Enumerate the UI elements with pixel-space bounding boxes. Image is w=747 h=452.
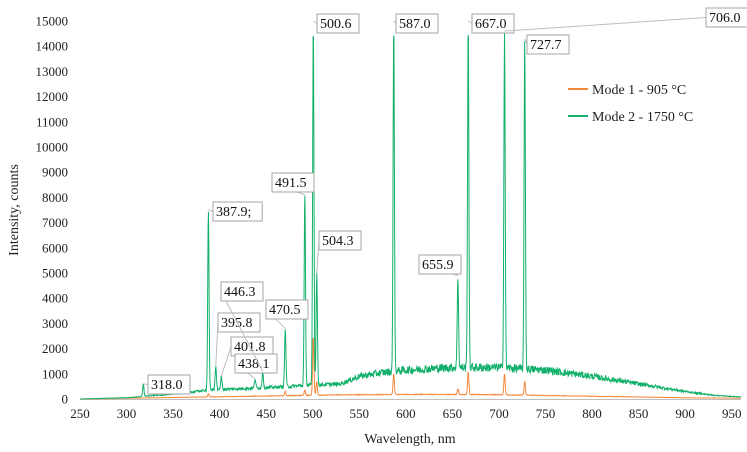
- x-tick-label: 600: [396, 406, 416, 421]
- y-tick-label: 11000: [36, 114, 68, 129]
- annotation-leader: [504, 17, 707, 32]
- annotation-label: 504.3: [322, 234, 354, 249]
- x-axis-title: Wavelength, nm: [364, 432, 456, 447]
- annotation-box: [217, 312, 261, 333]
- axes: 250 300 350 400 450 500 550 600 650 700 750 800 850 9…: [36, 14, 742, 422]
- y-tick-label: 0: [62, 392, 69, 407]
- x-tick-label: 650: [443, 406, 463, 421]
- y-axis-title: Intensity, counts: [7, 164, 22, 256]
- peak-annotation: 706.0: [504, 7, 747, 32]
- x-tick-label: 800: [582, 406, 602, 421]
- x-tick-label: 900: [675, 406, 695, 421]
- x-tick-label: 550: [350, 406, 370, 421]
- legend-label-mode-2: Mode 2 - 1750 °C: [592, 110, 693, 125]
- peak-annotation: 470.5: [265, 299, 309, 329]
- annotation-label: 446.3: [224, 285, 256, 300]
- y-tick-label: 1000: [42, 366, 68, 381]
- x-tick-label: 500: [303, 406, 323, 421]
- y-tick-label: 14000: [36, 39, 69, 54]
- y-tick-label: 9000: [42, 165, 68, 180]
- legend-label-mode-1: Mode 1 - 905 °C: [592, 83, 686, 98]
- annotation-leader: [313, 20, 318, 24]
- peak-annotation: 504.3: [316, 230, 362, 274]
- y-tick-label: 2000: [42, 341, 68, 356]
- x-tick-label: 850: [629, 406, 649, 421]
- x-tick-label: 950: [722, 406, 742, 421]
- annotation-box: [318, 230, 362, 251]
- x-tick-label: 350: [163, 406, 183, 421]
- peak-annotation: 395.8: [215, 312, 261, 367]
- annotation-leader: [467, 20, 473, 24]
- annotation-label: 470.5: [269, 303, 301, 318]
- y-tick-label: 4000: [42, 291, 68, 306]
- legend: Mode 1 - 905 °C Mode 2 - 1750 °C: [568, 83, 693, 125]
- annotation-leader: [208, 209, 214, 212]
- x-tick-label: 400: [210, 406, 230, 421]
- annotation-label: 395.8: [221, 316, 253, 331]
- annotation-leader: [220, 291, 264, 372]
- y-tick-label: 3000: [42, 316, 68, 331]
- annotation-leader: [220, 346, 232, 377]
- y-tick-labels: 0 1000 2000 3000 4000 5000 6000 7000 8000 9000 100…: [36, 14, 69, 407]
- annotation-box: [705, 7, 747, 28]
- annotation-box: [316, 13, 360, 34]
- annotation-box: [271, 172, 315, 193]
- y-tick-label: 13000: [36, 64, 69, 79]
- annotation-label: 500.6: [320, 17, 352, 32]
- peak-annotation: 387.9;: [208, 201, 263, 222]
- peak-annotation: 446.3: [220, 281, 264, 372]
- peak-annotation: 318.0: [143, 374, 191, 395]
- annotation-box: [526, 34, 570, 55]
- annotation-box: [147, 374, 191, 395]
- x-tick-label: 300: [117, 406, 137, 421]
- annotation-box: [265, 299, 309, 320]
- annotation-label: 387.9;: [216, 205, 251, 220]
- annotation-label: 587.0: [399, 17, 431, 32]
- peak-annotation: 491.5: [271, 172, 315, 196]
- series-line-1: [79, 337, 742, 400]
- annotation-label: 318.0: [151, 378, 183, 393]
- y-tick-label: 6000: [42, 240, 68, 255]
- y-tick-label: 7000: [42, 215, 68, 230]
- annotation-label: 438.1: [238, 357, 270, 372]
- x-tick-label: 250: [70, 406, 90, 421]
- annotation-leader: [143, 383, 149, 385]
- annotation-label: 727.7: [530, 38, 562, 53]
- annotation-box: [418, 254, 462, 275]
- annotation-box: [234, 353, 278, 374]
- peak-annotation: 727.7: [524, 34, 570, 55]
- y-tick-label: 15000: [36, 14, 69, 29]
- peak-annotation: 500.6: [313, 13, 360, 34]
- x-tick-labels: 250 300 350 400 450 500 550 600 650 700 750 800 850 9…: [70, 406, 741, 421]
- peak-annotation: 667.0: [467, 13, 515, 34]
- annotation-label: 706.0: [709, 11, 741, 26]
- annotation-label: 667.0: [475, 17, 507, 32]
- peak-annotations: 318.0387.9;395.8401.8438.1446.3470.5491.…: [143, 7, 747, 395]
- y-tick-label: 12000: [36, 89, 69, 104]
- annotation-box: [471, 13, 515, 34]
- peak-annotation: 587.0: [393, 13, 439, 34]
- peak-annotation: 655.9: [418, 254, 462, 277]
- annotation-box: [220, 281, 264, 302]
- y-tick-label: 8000: [42, 190, 68, 205]
- x-tick-label: 700: [489, 406, 509, 421]
- y-tick-label: 5000: [42, 266, 68, 281]
- x-tick-label: 450: [256, 406, 276, 421]
- annotation-box: [212, 201, 263, 222]
- annotation-label: 491.5: [275, 176, 307, 191]
- y-tick-label: 10000: [36, 140, 69, 155]
- annotation-label: 655.9: [422, 258, 454, 273]
- x-tick-label: 750: [536, 406, 556, 421]
- annotation-box: [395, 13, 439, 34]
